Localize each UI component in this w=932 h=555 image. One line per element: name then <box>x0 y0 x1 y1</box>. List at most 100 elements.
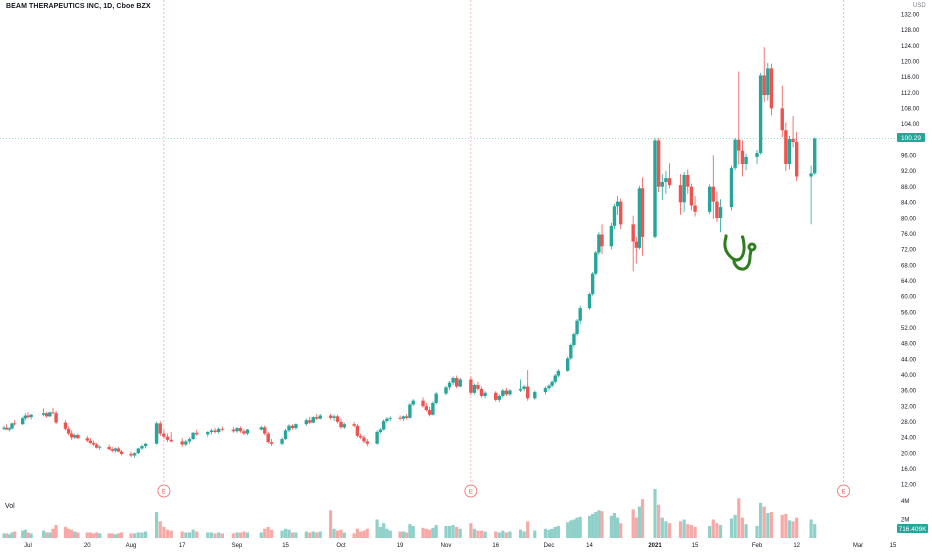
candle-103 <box>494 391 498 402</box>
candle-106 <box>504 388 509 396</box>
volume-bar-13 <box>54 525 58 538</box>
candle-129 <box>615 196 620 215</box>
candle-94 <box>447 381 452 390</box>
candle-140 <box>678 174 683 215</box>
volume-bar-44 <box>206 532 210 538</box>
candle-72 <box>342 422 346 429</box>
candle-6 <box>23 413 28 421</box>
candle-body-89 <box>424 406 429 411</box>
candle-body-52 <box>242 431 246 434</box>
volume-bar-119 <box>572 519 576 538</box>
candle-21 <box>91 440 96 447</box>
volume-bar-77 <box>365 528 369 538</box>
candle-body-85 <box>404 416 409 418</box>
candle-36 <box>162 429 166 440</box>
price-tick-label-0: 132.00 <box>901 13 920 19</box>
candle-147 <box>715 191 719 222</box>
candle-35 <box>158 421 162 436</box>
volume-bar-22 <box>95 532 99 538</box>
candle-body-93 <box>444 387 448 394</box>
candle-body-104 <box>497 395 501 400</box>
volume-bar-66 <box>315 532 319 538</box>
candle-114 <box>550 380 554 388</box>
volume-bar-165 <box>813 524 817 538</box>
volume-bar-65 <box>311 531 315 538</box>
volume-bar-8 <box>29 533 33 538</box>
time-tick-label-14: Feb <box>752 543 763 549</box>
candle-76 <box>362 435 366 443</box>
time-tick-label-15: 12 <box>793 543 800 549</box>
candle-78 <box>375 430 379 445</box>
volume-bar-125 <box>597 510 601 538</box>
candle-153 <box>744 153 748 171</box>
candle-152 <box>740 140 745 177</box>
candle-body-144 <box>693 205 697 212</box>
candle-body-15 <box>66 428 71 434</box>
candle-body-14 <box>63 422 68 429</box>
candle-33 <box>143 442 148 449</box>
candle-16 <box>69 430 74 440</box>
crosshair-lines <box>0 0 895 484</box>
candle-86 <box>408 402 412 419</box>
volume-bar-0 <box>2 533 6 538</box>
candle-body-122 <box>587 294 592 309</box>
candle-body-55 <box>263 427 267 434</box>
candle-body-79 <box>378 429 383 432</box>
candle-body-162 <box>791 138 795 143</box>
candle-137 <box>660 174 664 201</box>
time-tick-label-7: 19 <box>397 543 404 549</box>
candle-116 <box>556 369 561 378</box>
candle-body-22 <box>94 444 99 448</box>
candle-81 <box>385 417 389 423</box>
candle-body-53 <box>245 429 250 434</box>
candle-body-156 <box>762 75 766 96</box>
candle-body-92 <box>434 393 438 403</box>
candle-128 <box>612 203 617 230</box>
volume-bar-54 <box>259 532 263 538</box>
volume-bar-130 <box>619 523 623 538</box>
volume-bar-99 <box>472 528 477 538</box>
candle-body-33 <box>143 443 148 447</box>
price-axis[interactable]: 132.00 128.00 124.00 120.00 116.00 112.00 108.… <box>901 13 920 524</box>
candle-53 <box>245 428 250 436</box>
time-axis[interactable]: Jul 20 Aug 17 Sep 15 Oct 19 Nov 16 Dec 14 2021 15 Feb 1… <box>24 543 897 549</box>
volume-bar-10 <box>45 532 49 538</box>
candle-73 <box>352 421 356 428</box>
volume-bar-160 <box>784 513 788 538</box>
candle-67 <box>318 413 322 420</box>
candle-body-153 <box>744 156 748 164</box>
volume-bar-113 <box>547 529 551 538</box>
volume-bar-95 <box>451 525 455 538</box>
volume-tick-label-1: 2M <box>901 518 909 524</box>
volume-bar-164 <box>809 519 813 538</box>
volume-bar-124 <box>594 512 598 538</box>
price-tick-label-16: 68.00 <box>901 263 917 269</box>
candle-23 <box>98 445 102 451</box>
candle-body-70 <box>335 416 340 422</box>
volume-bar-1 <box>5 533 9 538</box>
candle-body-127 <box>609 225 614 247</box>
candle-12 <box>51 407 55 414</box>
volume-bar-97 <box>458 528 462 538</box>
candle-body-49 <box>231 429 236 432</box>
candle-body-117 <box>566 358 570 371</box>
volume-bar-101 <box>479 530 484 538</box>
candle-body-65 <box>311 417 315 423</box>
volume-bar-142 <box>686 524 690 538</box>
candle-95 <box>451 376 455 385</box>
candle-body-54 <box>259 427 263 430</box>
candle-body-133 <box>637 188 642 248</box>
candle-body-94 <box>447 382 452 388</box>
candle-body-108 <box>518 388 523 391</box>
time-tick-label-11: 14 <box>586 543 593 549</box>
candle-body-87 <box>411 400 415 405</box>
price-tick-label-28: 20.00 <box>901 451 917 457</box>
candle-111 <box>533 390 537 400</box>
volume-bar-51 <box>238 532 243 538</box>
price-tick-label-12: 84.00 <box>901 201 917 207</box>
candle-37 <box>165 433 170 443</box>
volume-bar-137 <box>660 517 664 538</box>
